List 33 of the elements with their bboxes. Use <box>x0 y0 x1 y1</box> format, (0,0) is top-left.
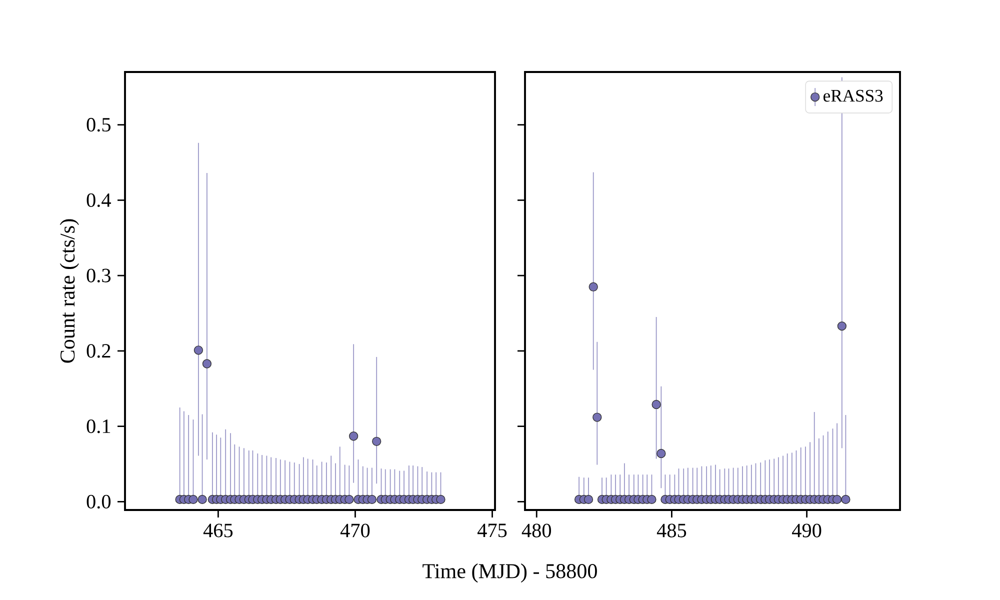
y-tick-label: 0.3 <box>86 268 111 282</box>
x-tick-label: 485 <box>656 524 686 538</box>
y-axis-title: Count rate (cts/s) <box>60 219 79 363</box>
point <box>832 494 842 504</box>
point <box>436 494 446 504</box>
x-axis-title: Time (MJD) - 58800 <box>422 563 597 583</box>
point <box>592 412 602 422</box>
point <box>584 494 594 504</box>
x-tick-label: 480 <box>522 524 552 538</box>
point <box>188 494 198 504</box>
x-tick-label: 490 <box>792 524 822 538</box>
point <box>202 359 212 368</box>
x-tick-label: 475 <box>477 524 507 538</box>
point <box>194 346 204 355</box>
point <box>367 494 377 504</box>
y-tick-label: 0.0 <box>86 494 111 509</box>
x-tick-label: 465 <box>203 524 233 538</box>
point <box>349 432 358 441</box>
y-tick-label: 0.5 <box>86 118 111 132</box>
point <box>588 282 598 292</box>
point <box>652 400 661 410</box>
point <box>656 448 666 458</box>
point <box>647 494 656 504</box>
legend-label: eRASS3 <box>824 90 883 102</box>
point <box>837 321 846 331</box>
point <box>841 494 850 504</box>
y-tick-label: 0.4 <box>86 193 111 208</box>
y-tick-label: 0.2 <box>86 344 110 358</box>
y-tick-label: 0.1 <box>86 419 110 434</box>
point <box>344 494 354 504</box>
point <box>372 436 382 446</box>
point <box>198 494 207 504</box>
x-tick-label: 470 <box>340 524 370 538</box>
